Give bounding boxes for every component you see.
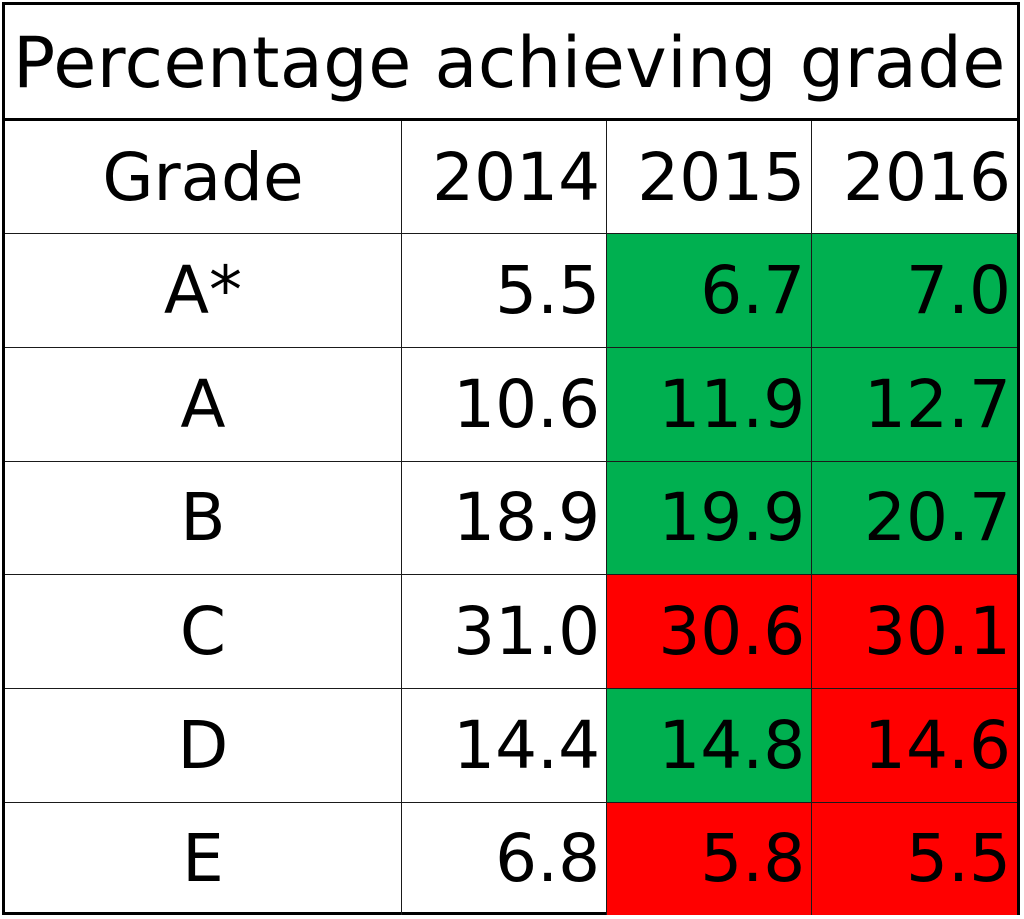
grade-label: E [5, 801, 402, 915]
value-cell: 30.6 [606, 574, 813, 689]
table-row: A 10.6 11.9 12.7 [5, 347, 1017, 462]
value-cell: 31.0 [400, 574, 608, 689]
value-cell: 18.9 [400, 460, 608, 576]
grade-label: B [5, 460, 402, 576]
header-grade: Grade [5, 121, 402, 235]
grade-label: A* [5, 233, 402, 349]
value-cell: 5.5 [811, 801, 1017, 915]
value-cell: 30.1 [811, 574, 1017, 689]
grade-label: C [5, 574, 402, 689]
grade-label: A [5, 347, 402, 462]
value-cell: 11.9 [606, 347, 813, 462]
header-year-2015: 2015 [606, 121, 813, 235]
value-cell: 20.7 [811, 460, 1017, 576]
header-row: Grade 2014 2015 2016 [5, 121, 1017, 235]
value-cell: 5.5 [400, 233, 608, 349]
table-row: D 14.4 14.8 14.6 [5, 687, 1017, 803]
value-cell: 10.6 [400, 347, 608, 462]
table-row: A* 5.5 6.7 7.0 [5, 233, 1017, 349]
value-cell: 5.8 [606, 801, 813, 915]
table-row: C 31.0 30.6 30.1 [5, 574, 1017, 689]
value-cell: 19.9 [606, 460, 813, 576]
value-cell: 12.7 [811, 347, 1017, 462]
value-cell: 6.7 [606, 233, 813, 349]
table-title: Percentage achieving grade [5, 5, 1017, 121]
value-cell: 14.4 [400, 687, 608, 803]
table-row: B 18.9 19.9 20.7 [5, 460, 1017, 576]
value-cell: 14.6 [811, 687, 1017, 803]
table-row: E 6.8 5.8 5.5 [5, 801, 1017, 915]
header-year-2016: 2016 [811, 121, 1017, 235]
grade-label: D [5, 687, 402, 803]
value-cell: 14.8 [606, 687, 813, 803]
value-cell: 7.0 [811, 233, 1017, 349]
grades-table: Grade 2014 2015 2016 A* 5.5 6.7 7.0 A 10… [5, 121, 1017, 915]
value-cell: 6.8 [400, 801, 608, 915]
header-year-2014: 2014 [400, 121, 608, 235]
